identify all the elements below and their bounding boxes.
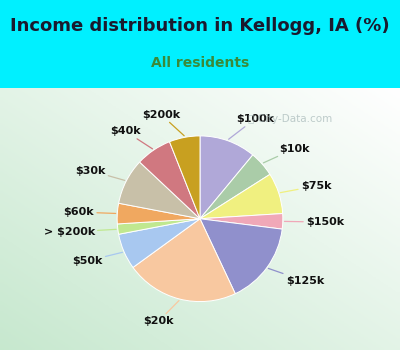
- Text: $60k: $60k: [64, 207, 116, 217]
- Wedge shape: [170, 136, 200, 219]
- Text: $100k: $100k: [229, 114, 274, 139]
- Wedge shape: [117, 203, 200, 224]
- Text: All residents: All residents: [151, 56, 249, 70]
- Text: $50k: $50k: [72, 252, 122, 266]
- Wedge shape: [200, 136, 253, 219]
- Wedge shape: [119, 162, 200, 219]
- Wedge shape: [200, 155, 270, 219]
- Text: $200k: $200k: [142, 110, 184, 136]
- Wedge shape: [200, 219, 282, 294]
- Wedge shape: [117, 219, 200, 234]
- Text: $30k: $30k: [75, 166, 125, 180]
- Wedge shape: [140, 142, 200, 219]
- Text: $75k: $75k: [280, 181, 331, 193]
- Text: $10k: $10k: [263, 144, 310, 163]
- Text: $40k: $40k: [110, 126, 152, 149]
- Wedge shape: [119, 219, 200, 267]
- Text: ⓘ City-Data.com: ⓘ City-Data.com: [248, 114, 332, 124]
- Text: $20k: $20k: [143, 301, 179, 327]
- Text: $125k: $125k: [268, 268, 324, 286]
- Text: > $200k: > $200k: [44, 227, 116, 237]
- Wedge shape: [200, 174, 283, 219]
- Text: $150k: $150k: [284, 217, 344, 227]
- Wedge shape: [133, 219, 235, 302]
- Wedge shape: [200, 214, 283, 229]
- Text: Income distribution in Kellogg, IA (%): Income distribution in Kellogg, IA (%): [10, 17, 390, 35]
